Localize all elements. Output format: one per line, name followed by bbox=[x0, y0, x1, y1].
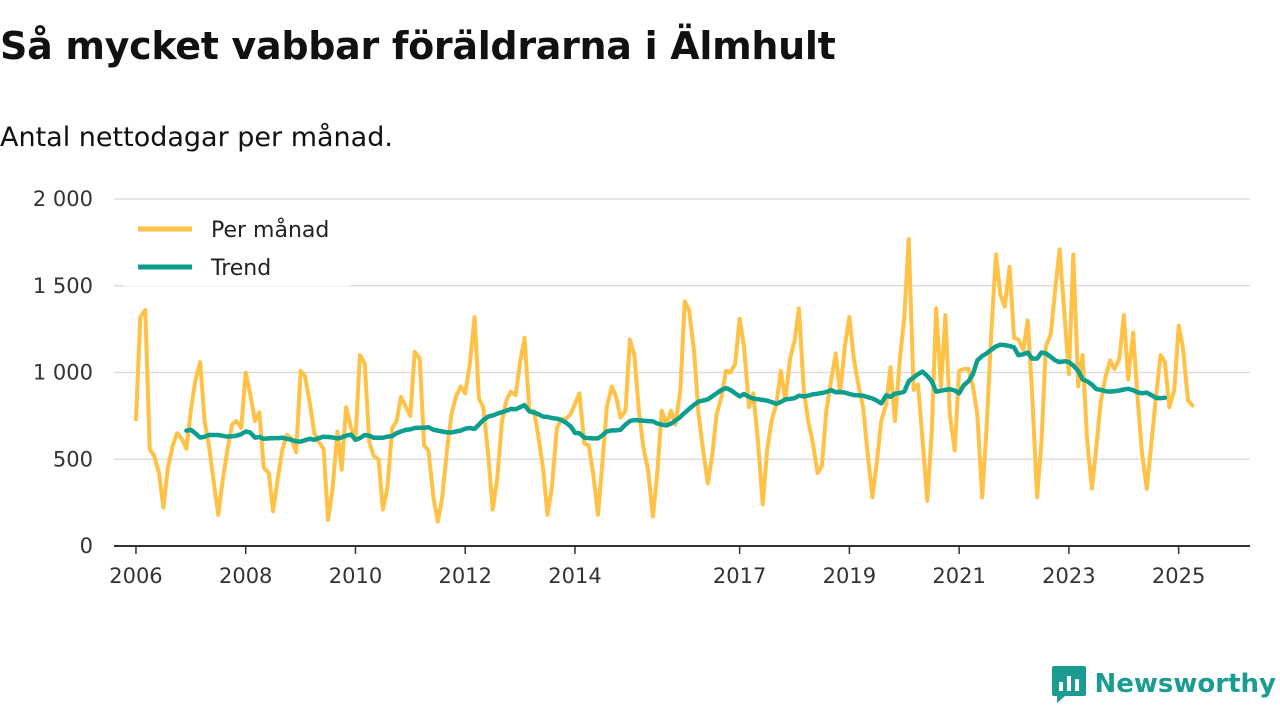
y-tick-label: 2 000 bbox=[33, 187, 93, 211]
newsworthy-logo-icon bbox=[1051, 666, 1086, 703]
y-tick-label: 0 bbox=[80, 534, 93, 558]
x-tick-label: 2025 bbox=[1152, 564, 1205, 588]
brand-name: Newsworthy bbox=[1094, 669, 1276, 699]
series-layer bbox=[134, 236, 1195, 524]
chart-subtitle: Antal nettodagar per månad. bbox=[0, 122, 393, 153]
legend-label: Trend bbox=[210, 256, 271, 281]
y-tick-label: 500 bbox=[53, 447, 93, 471]
series-line-trend bbox=[184, 342, 1168, 444]
x-tick-label: 2019 bbox=[823, 564, 876, 588]
legend: Per månad Trend bbox=[124, 210, 350, 286]
series-line-per-manad bbox=[134, 236, 1195, 524]
x-tick-label: 2008 bbox=[219, 564, 272, 588]
x-axis: 2006 2008 2010 2012 2014 2017 2019 2021 2023 2025 bbox=[109, 545, 1250, 588]
x-tick-label: 2006 bbox=[109, 564, 162, 588]
x-tick-label: 2023 bbox=[1042, 564, 1095, 588]
x-tick-label: 2014 bbox=[548, 564, 601, 588]
x-tick-label: 2012 bbox=[439, 564, 492, 588]
x-tick-label: 2021 bbox=[932, 564, 985, 588]
y-tick-label: 1 000 bbox=[33, 361, 93, 385]
chart-title: Så mycket vabbar föräldrarna i Älmhult bbox=[0, 24, 836, 68]
brand-logo: Newsworthy bbox=[1051, 664, 1276, 704]
y-axis: 0 500 1 000 1 500 2 000 bbox=[33, 187, 93, 558]
x-tick-label: 2017 bbox=[713, 564, 766, 588]
y-tick-label: 1 500 bbox=[33, 274, 93, 298]
x-tick-label: 2010 bbox=[329, 564, 382, 588]
legend-label: Per månad bbox=[211, 217, 329, 243]
legend-background bbox=[124, 210, 350, 286]
